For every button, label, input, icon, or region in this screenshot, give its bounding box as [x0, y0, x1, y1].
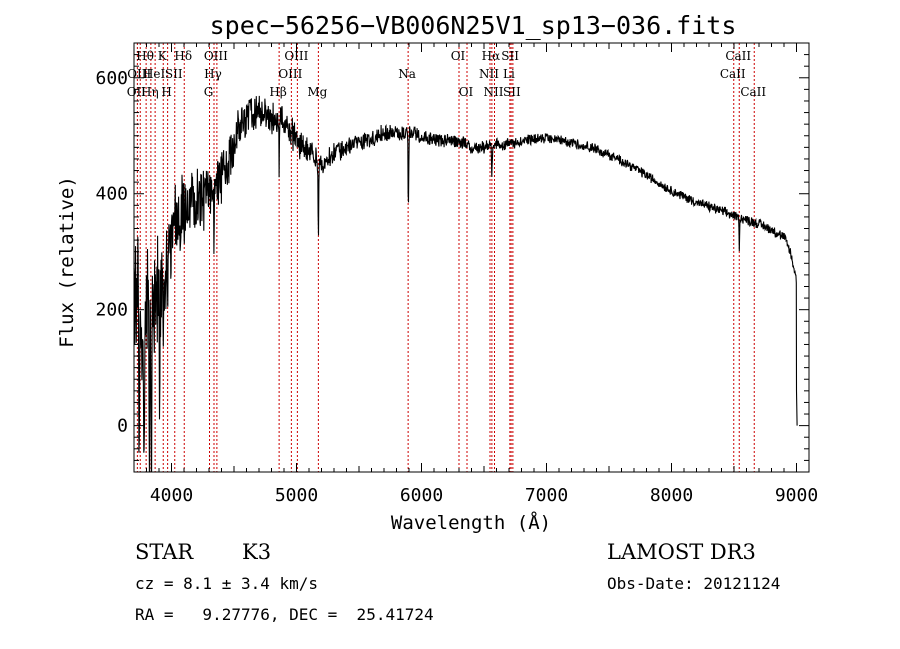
y-tick-label: 400 — [95, 184, 128, 205]
line-marker-label: NII — [484, 85, 504, 99]
line-marker-label: Hβ — [269, 85, 286, 99]
plot-frame — [133, 42, 810, 473]
line-marker-label: SII — [165, 67, 183, 81]
line-marker-label: HeI — [143, 67, 166, 81]
axis-ticks: 4000 5000 6000 7000 8000 9000 0 200 400 600 — [95, 42, 818, 506]
y-tick-label: 0 — [117, 416, 128, 437]
line-marker-label: OI — [459, 85, 474, 99]
line-marker-label: OIII — [204, 49, 228, 63]
x-tick-label: 4000 — [150, 485, 193, 506]
line-marker-label: NII — [479, 67, 499, 81]
y-tick-label: 200 — [95, 300, 128, 321]
line-marker-labels: OII OIII Hθ Hη HeI K H SII Hδ G Hγ OIII Hβ OIII OIII Mg… — [127, 49, 767, 99]
line-marker-label: Hγ — [204, 67, 222, 81]
line-marker-label: CaII — [720, 67, 746, 81]
line-marker-label: OIII — [127, 67, 151, 81]
line-marker-label: Li — [503, 67, 515, 81]
line-marker-label: CaII — [725, 49, 751, 63]
x-tick-label: 5000 — [275, 485, 318, 506]
line-marker-label: SII — [503, 85, 521, 99]
spectrum-line — [133, 95, 798, 473]
x-axis-label: Wavelength (Å) — [391, 511, 551, 534]
line-marker-label: OIII — [284, 49, 308, 63]
line-marker-label: Hη — [141, 85, 159, 99]
coordinates-text: RA = 9.27776, DEC = 25.41724 — [135, 605, 434, 624]
redshift-text: cz = 8.1 ± 3.4 km/s — [135, 574, 318, 593]
line-marker-label: Hδ — [174, 49, 192, 63]
line-marker-label: G — [204, 85, 214, 99]
chart-title: spec−56256−VB006N25V1_sp13−036.fits — [210, 11, 737, 40]
spectrum-series — [133, 95, 798, 473]
line-marker-label: OI — [451, 49, 466, 63]
x-tick-label: 8000 — [650, 485, 693, 506]
line-marker-label: H — [161, 85, 171, 99]
line-marker-label: OII — [127, 85, 147, 99]
survey-name: LAMOST DR3 — [607, 540, 756, 564]
obs-date-text: Obs-Date: 20121124 — [607, 574, 780, 593]
y-axis-label: Flux (relative) — [56, 176, 78, 348]
line-marker-label: K — [158, 49, 168, 63]
y-tick-label: 600 — [95, 68, 128, 89]
x-tick-label: 6000 — [400, 485, 443, 506]
object-class: STAR — [135, 540, 194, 564]
line-marker-label: OIII — [278, 67, 302, 81]
line-marker-label: CaII — [740, 85, 766, 99]
line-marker-label: SII — [501, 49, 519, 63]
line-marker-label: Hα — [482, 49, 501, 63]
object-subclass: K3 — [242, 540, 271, 564]
x-tick-label: 9000 — [775, 485, 818, 506]
line-marker-label: Hθ — [136, 49, 154, 63]
line-markers — [136, 43, 755, 472]
line-marker-label: Mg — [307, 85, 327, 99]
line-marker-label: Na — [398, 67, 416, 81]
x-tick-label: 7000 — [525, 485, 568, 506]
